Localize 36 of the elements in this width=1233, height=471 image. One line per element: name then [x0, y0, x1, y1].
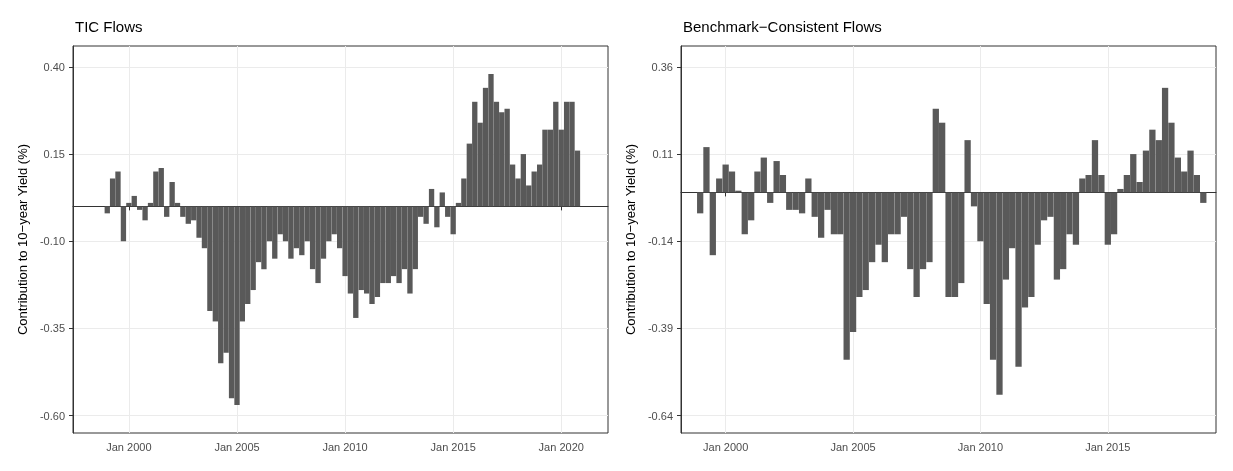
y-tick-label: -0.64 [647, 409, 673, 422]
bar [439, 192, 445, 207]
bar [434, 206, 440, 228]
bar [120, 206, 127, 242]
y-tick-label: 0.11 [652, 148, 673, 161]
x-tick-label: Jan 2000 [106, 440, 152, 453]
y-tick-label: -0.60 [39, 409, 65, 422]
x-tick-label: Jan 2010 [322, 440, 368, 453]
bar [697, 192, 704, 214]
y-axis-title: Contribution to 10−year Yield (%) [15, 143, 30, 336]
y-tick-label: 0.15 [43, 148, 65, 161]
bar [104, 206, 110, 214]
bar [767, 192, 774, 203]
bar [805, 178, 812, 193]
x-tick-label: Jan 2020 [538, 440, 584, 453]
x-tick-label: Jan 2000 [703, 440, 749, 453]
chart-title: Benchmark−Consistent Flows [683, 18, 882, 35]
bar [964, 140, 971, 193]
x-tick-label: Jan 2005 [830, 440, 876, 453]
y-axis-title: Contribution to 10−year Yield (%) [623, 143, 638, 336]
bar [164, 206, 170, 217]
bar [428, 188, 435, 207]
x-tick-label: Jan 2015 [430, 440, 476, 453]
y-tick-label: -0.10 [39, 235, 65, 248]
y-tick-label: -0.14 [647, 235, 673, 248]
y-tick-label: 0.40 [43, 60, 65, 73]
x-tick-label: Jan 2015 [1085, 440, 1131, 453]
bar [1200, 192, 1207, 203]
bar [709, 192, 716, 256]
y-tick-label: -0.39 [647, 322, 673, 335]
x-tick-label: Jan 2010 [957, 440, 1004, 453]
chart-title: TIC Flows [75, 18, 143, 35]
bar [703, 147, 710, 193]
y-tick-label: 0.36 [651, 60, 673, 73]
y-tick-label: -0.35 [39, 322, 65, 335]
x-tick-label: Jan 2005 [214, 440, 260, 453]
